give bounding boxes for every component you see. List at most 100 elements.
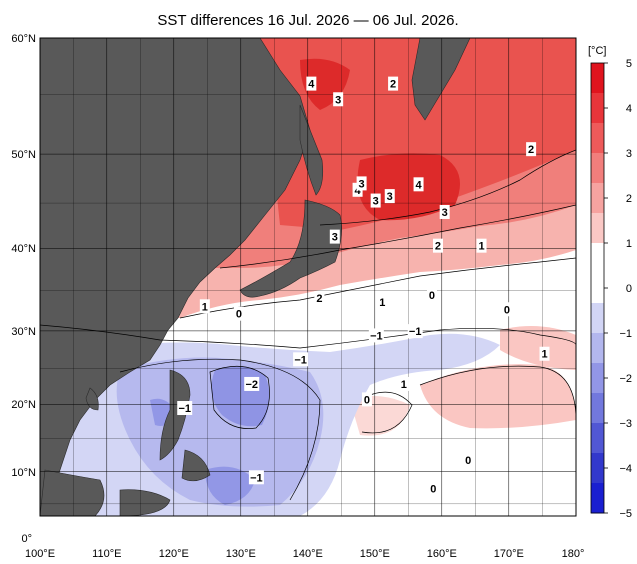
contour-value-label: −2 — [244, 376, 260, 391]
land — [40, 38, 471, 516]
contour-label-text: 3 — [387, 191, 393, 203]
contour-label-box — [293, 352, 309, 367]
colorbar-cell — [591, 213, 604, 244]
contour-label-text: −1 — [250, 472, 263, 484]
contour-label-box — [199, 299, 210, 314]
lon-label: 120°E — [159, 548, 189, 560]
contour-label-box — [361, 392, 372, 407]
colorbar-cell — [591, 243, 604, 274]
contour-label-text: 1 — [478, 241, 484, 253]
colorbar-cell — [591, 393, 604, 424]
contour-label-text: 0 — [429, 290, 435, 302]
contour-label-text: 1 — [379, 297, 385, 309]
contour-label-text: 3 — [359, 178, 365, 190]
colorbar-cell — [591, 333, 604, 364]
contour-value-label: 1 — [377, 294, 388, 309]
contour-value-label: −1 — [293, 352, 309, 367]
colorbar-cell — [591, 93, 604, 124]
contour-label-box — [370, 193, 381, 208]
contour-label-box — [463, 453, 474, 468]
contour-label-box — [413, 177, 424, 192]
contour-value-label: 4 — [413, 177, 424, 192]
contour-value-label: 1 — [398, 376, 409, 391]
contour-label-box — [356, 176, 367, 191]
colorbar-tick-label: −5 — [619, 508, 632, 520]
contour-label-box — [428, 481, 439, 496]
contour-value-label: 3 — [439, 204, 450, 219]
contour-value-label: 0 — [463, 453, 474, 468]
contour-label-text: 0 — [504, 304, 510, 316]
lon-label: 140°E — [293, 548, 323, 560]
contour-value-label: 0 — [233, 306, 244, 321]
colorbar-tick-label: 5 — [626, 58, 632, 70]
contour-label-text: 3 — [332, 232, 338, 244]
contour-value-label: 1 — [476, 238, 487, 253]
colorbar-unit: [°C] — [588, 45, 606, 57]
colorbar-tick-label: −3 — [619, 418, 632, 430]
contour-value-label: 3 — [356, 176, 367, 191]
contour-value-label: 0 — [426, 288, 437, 303]
contour-label-box — [329, 229, 340, 244]
contour-label-box — [407, 324, 423, 339]
colorbar-tick-label: 4 — [626, 103, 632, 115]
lat-axis: 60°N 50°N 40°N 30°N 20°N 10°N 0° — [11, 33, 36, 545]
contour-label-text: −1 — [294, 354, 307, 366]
contour-label-text: 0 — [430, 484, 436, 496]
contour-label-box — [526, 142, 537, 157]
lat-label: 40°N — [11, 243, 36, 255]
contour-label-text: −2 — [245, 379, 258, 391]
contour-value-label: 2 — [388, 76, 399, 91]
contour-label-text: 3 — [373, 196, 379, 208]
contour-label-box — [384, 189, 395, 204]
contour-label-box — [432, 238, 443, 253]
contour-label-text: 1 — [541, 349, 547, 361]
lat-label: 50°N — [11, 149, 36, 161]
contours — [40, 149, 576, 501]
lon-label: 130°E — [226, 548, 256, 560]
contour-value-label: 2 — [314, 291, 325, 306]
lon-label: 150°E — [360, 548, 390, 560]
contour-value-label: 0 — [428, 481, 439, 496]
contour-label-text: 0 — [465, 455, 471, 467]
contour-label-box — [368, 328, 384, 343]
contour-label-box — [539, 346, 550, 361]
contour-label-box — [248, 470, 264, 485]
contour-value-label: 2 — [526, 142, 537, 157]
contour-label-text: 4 — [355, 185, 362, 197]
map-frame — [39, 37, 577, 517]
colorbar-cell — [591, 183, 604, 214]
contour-label-box — [426, 288, 437, 303]
contour-value-label: 3 — [329, 229, 340, 244]
contour-value-label: 4 — [306, 76, 317, 91]
contour-label-box — [306, 76, 317, 91]
contour-value-label: 3 — [333, 92, 344, 107]
lat-label: 10°N — [11, 467, 36, 479]
contour-value-label: −1 — [368, 328, 384, 343]
minor-graticule — [40, 38, 576, 516]
colorbar-cell — [591, 453, 604, 484]
contour-label-text: 3 — [335, 94, 341, 106]
contour-label-box — [244, 376, 260, 391]
contour-value-label: 1 — [539, 346, 550, 361]
contour-label-text: 3 — [442, 207, 448, 219]
lon-axis: 100°E 110°E 120°E 130°E 140°E 150°E 160°… — [25, 548, 584, 560]
contour-value-label: 3 — [384, 189, 395, 204]
contour-label-text: 4 — [415, 179, 422, 191]
contour-value-label: −1 — [407, 324, 423, 339]
contour-label-text: −1 — [178, 403, 191, 415]
contour-label-text: 0 — [364, 394, 370, 406]
contour-label-text: 2 — [435, 241, 441, 253]
contour-value-label: 1 — [199, 299, 210, 314]
lat-label: 30°N — [11, 326, 36, 338]
colorbar-tick-label: 2 — [626, 193, 632, 205]
contour-label-text: 1 — [202, 301, 208, 313]
lon-label: 110°E — [92, 548, 121, 560]
contour-label-text: −1 — [409, 326, 422, 338]
contour-value-label: 0 — [361, 392, 372, 407]
contour-label-text: −1 — [370, 330, 383, 342]
contour-label-box — [314, 291, 325, 306]
colorbar-cell — [591, 423, 604, 454]
contour-value-label: −1 — [248, 470, 264, 485]
